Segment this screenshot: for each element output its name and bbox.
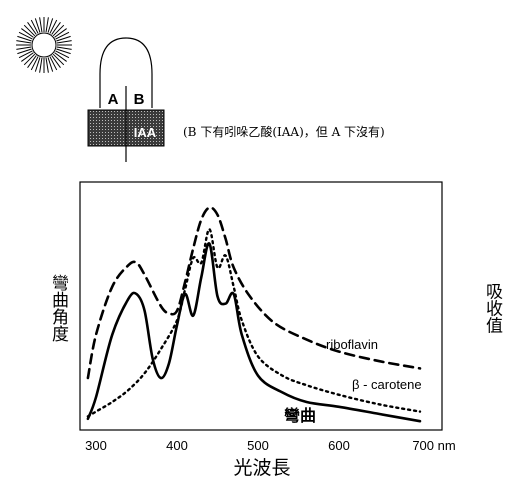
x-tick-label: 500	[247, 438, 269, 453]
x-tick-label: 700 nm	[412, 438, 455, 453]
shoot-tip-outline	[99, 37, 153, 108]
x-tick-labels: 300 400 500 600 700 nm	[85, 438, 456, 453]
y-axis-label-right: 吸收值	[482, 283, 503, 334]
iaa-block-label: IAA	[134, 125, 157, 140]
y-axis-label-left: 彎曲角度	[48, 274, 69, 342]
agar-block-b	[125, 109, 165, 147]
series-label-bending: 彎曲	[284, 406, 316, 425]
label-a: A	[108, 91, 119, 108]
x-axis-label: 光波長	[233, 457, 290, 479]
x-tick-label: 600	[328, 438, 350, 453]
x-tick-label: 400	[166, 438, 188, 453]
series-label-beta-carotene: β - carotene	[352, 377, 422, 392]
chart: 300 400 500 600 700 nm riboflavin β - carote…	[48, 181, 503, 479]
x-tick-label: 300	[85, 438, 107, 453]
series-line-0	[86, 206, 422, 380]
series-line-2	[86, 242, 422, 423]
diagram-caption: (B 下有吲哚乙酸(IAA)，但 A 下沒有)	[183, 124, 385, 139]
series-layer	[86, 206, 422, 423]
plot-frame	[79, 181, 443, 431]
agar-block-a	[87, 109, 127, 147]
series-label-riboflavin: riboflavin	[326, 337, 378, 352]
label-b: B	[134, 91, 145, 108]
sun-icon	[16, 17, 72, 73]
series-line-1	[86, 227, 422, 418]
plant-diagram: A B IAA (B 下有吲哚乙酸(IAA)，但 A 下沒有)	[87, 37, 385, 162]
